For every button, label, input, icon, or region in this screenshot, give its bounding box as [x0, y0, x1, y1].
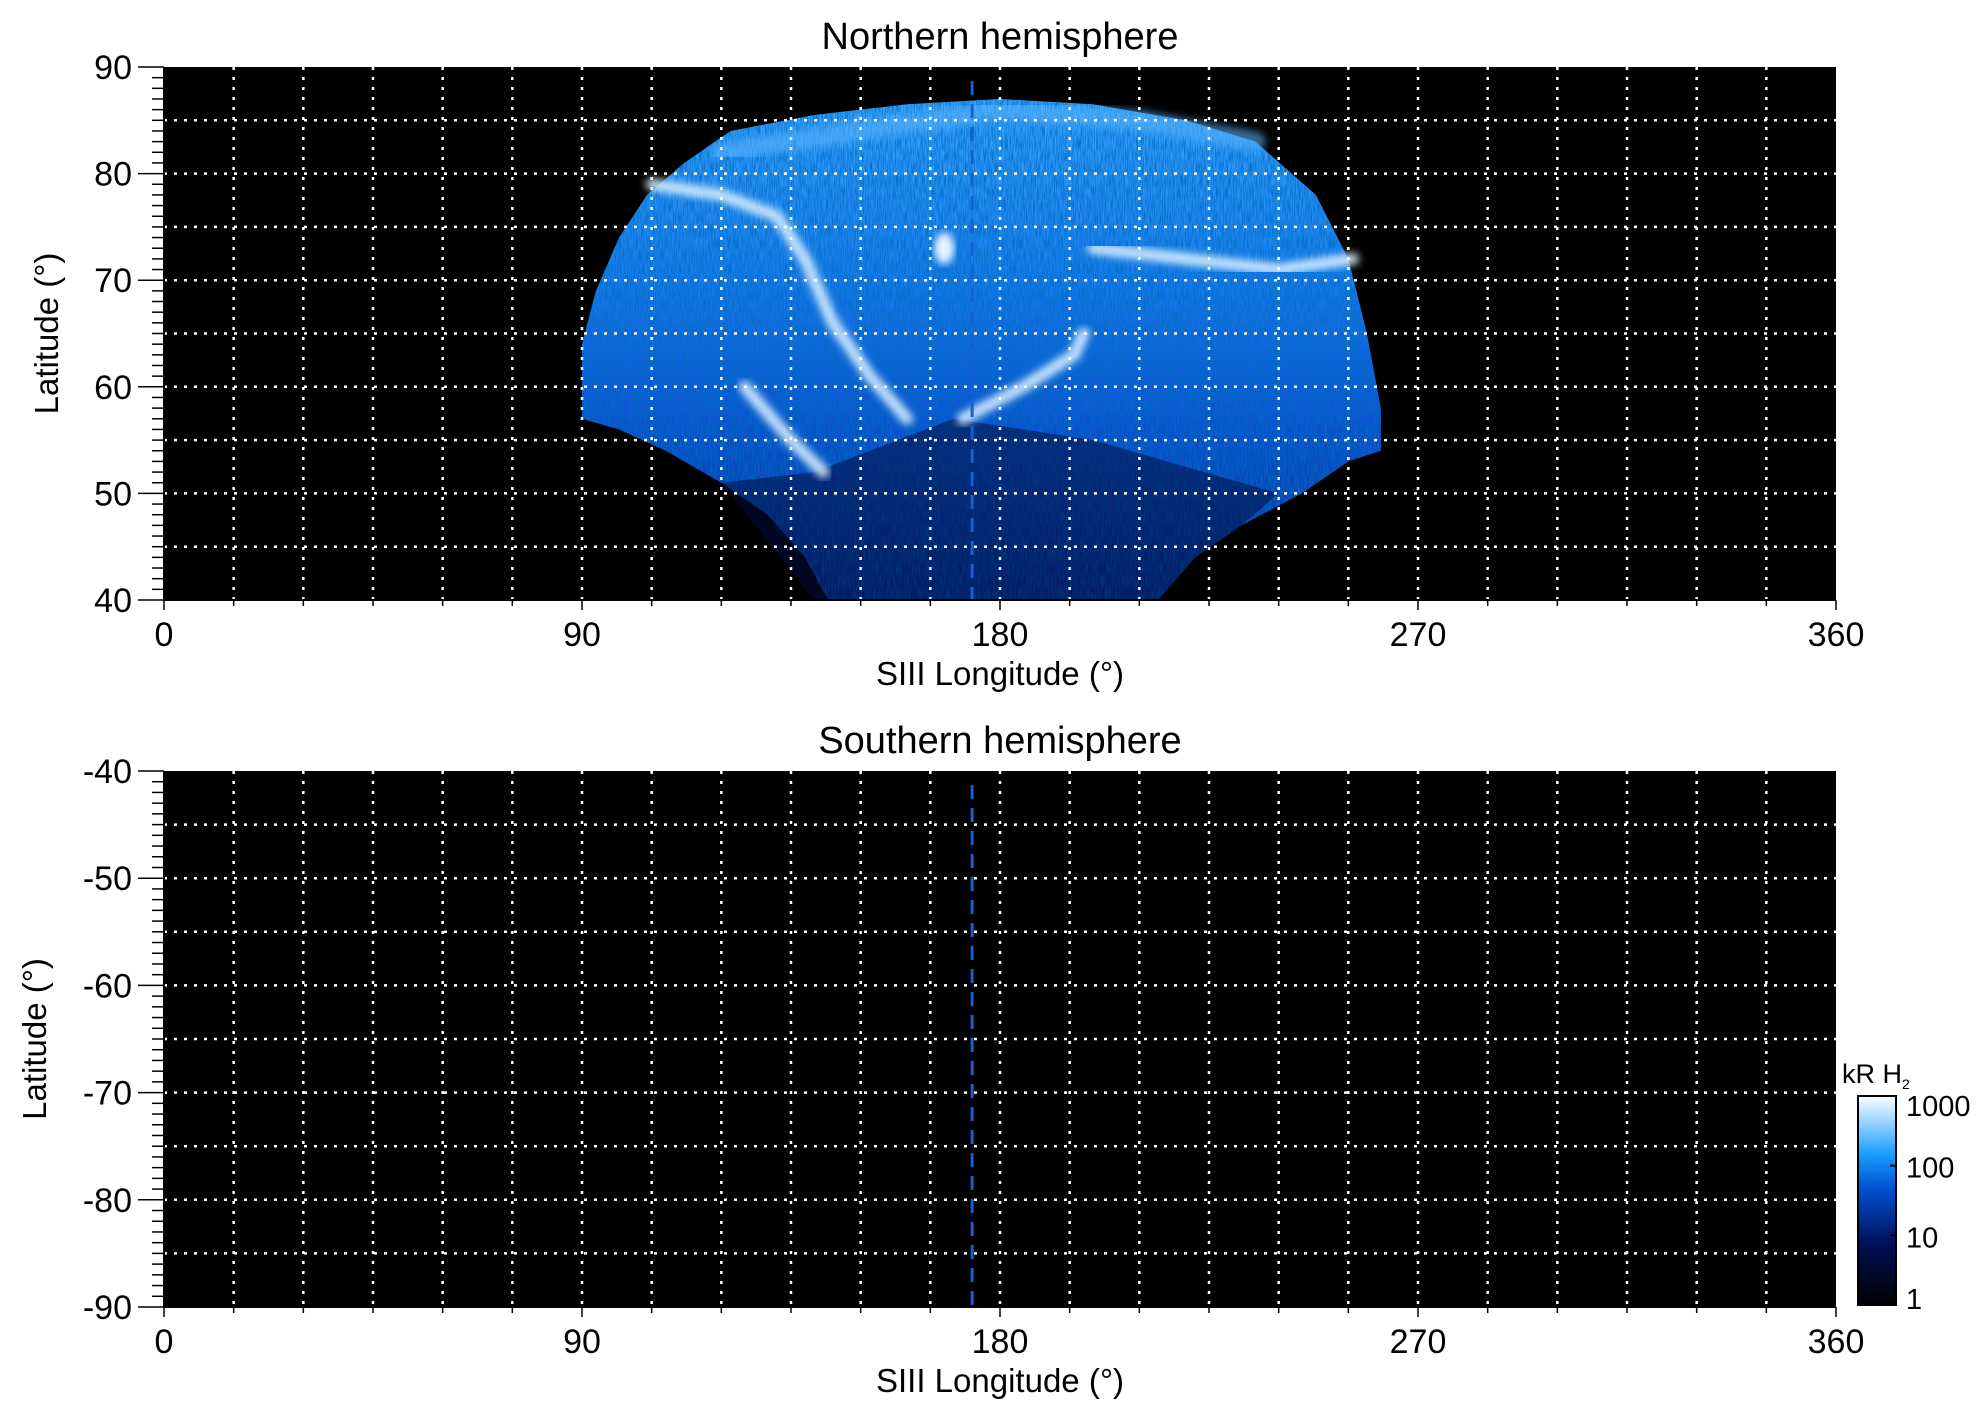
x-tick-label: 0: [155, 616, 174, 654]
y-tick-label: -60: [83, 967, 132, 1005]
y-tick-label: 40: [94, 582, 132, 620]
y-tick-label: 50: [94, 475, 132, 513]
colorbar-tick-label: 1: [1906, 1284, 1922, 1316]
x-tick-label: 270: [1390, 1323, 1447, 1361]
colorbar-tick-label: 1000: [1906, 1091, 1971, 1123]
y-tick-label: -40: [83, 753, 132, 791]
x-tick-label: 90: [563, 1323, 601, 1361]
aurora-spot: [934, 232, 955, 265]
aurora-arc: [645, 178, 914, 425]
x-axis-label: SIII Longitude (°): [876, 1362, 1124, 1399]
y-tick-label: 80: [94, 156, 132, 194]
colorbar-gradient: [1857, 1095, 1897, 1306]
x-tick-label: 0: [155, 1323, 174, 1361]
colorbar-tick-label: 10: [1906, 1222, 1938, 1254]
y-tick-label: -70: [83, 1075, 132, 1113]
plot-area: [164, 771, 1836, 1307]
y-tick-label: -50: [83, 860, 132, 898]
colorbar: kR H2 1 10 100 1000: [1842, 1059, 1971, 1316]
northern-panel: 0 90 180 270 360 40 50 60 70 80 90 SIII Longitude (…: [28, 16, 1864, 692]
x-tick-label: 360: [1808, 616, 1865, 654]
x-tick-label: 180: [972, 616, 1029, 654]
y-tick-label: 90: [94, 49, 132, 87]
x-tick-label: 360: [1808, 1323, 1865, 1361]
southern-panel: 0 90 180 270 360 -90 -80 -70 -60 -50 -40 SIII Longi…: [16, 720, 1864, 1399]
x-tick-label: 270: [1390, 616, 1447, 654]
x-axis-label: SIII Longitude (°): [876, 655, 1124, 692]
colorbar-label: kR H2: [1842, 1059, 1910, 1092]
aurora-arc: [738, 380, 830, 479]
x-tick-label: 180: [972, 1323, 1029, 1361]
panel-title: Northern hemisphere: [822, 16, 1179, 58]
aurora-arc: [1086, 242, 1359, 276]
colorbar-tick-label: 100: [1906, 1153, 1954, 1185]
x-tick-label: 90: [563, 616, 601, 654]
y-tick-label: 70: [94, 262, 132, 300]
y-tick-label: -80: [83, 1182, 132, 1220]
aurora-arc: [956, 327, 1090, 425]
y-tick-label: 60: [94, 369, 132, 407]
y-axis-label: Latitude (°): [16, 958, 53, 1120]
y-axis-label: Latitude (°): [28, 253, 65, 415]
panel-title: Southern hemisphere: [818, 720, 1181, 762]
y-tick-label: -90: [83, 1289, 132, 1327]
